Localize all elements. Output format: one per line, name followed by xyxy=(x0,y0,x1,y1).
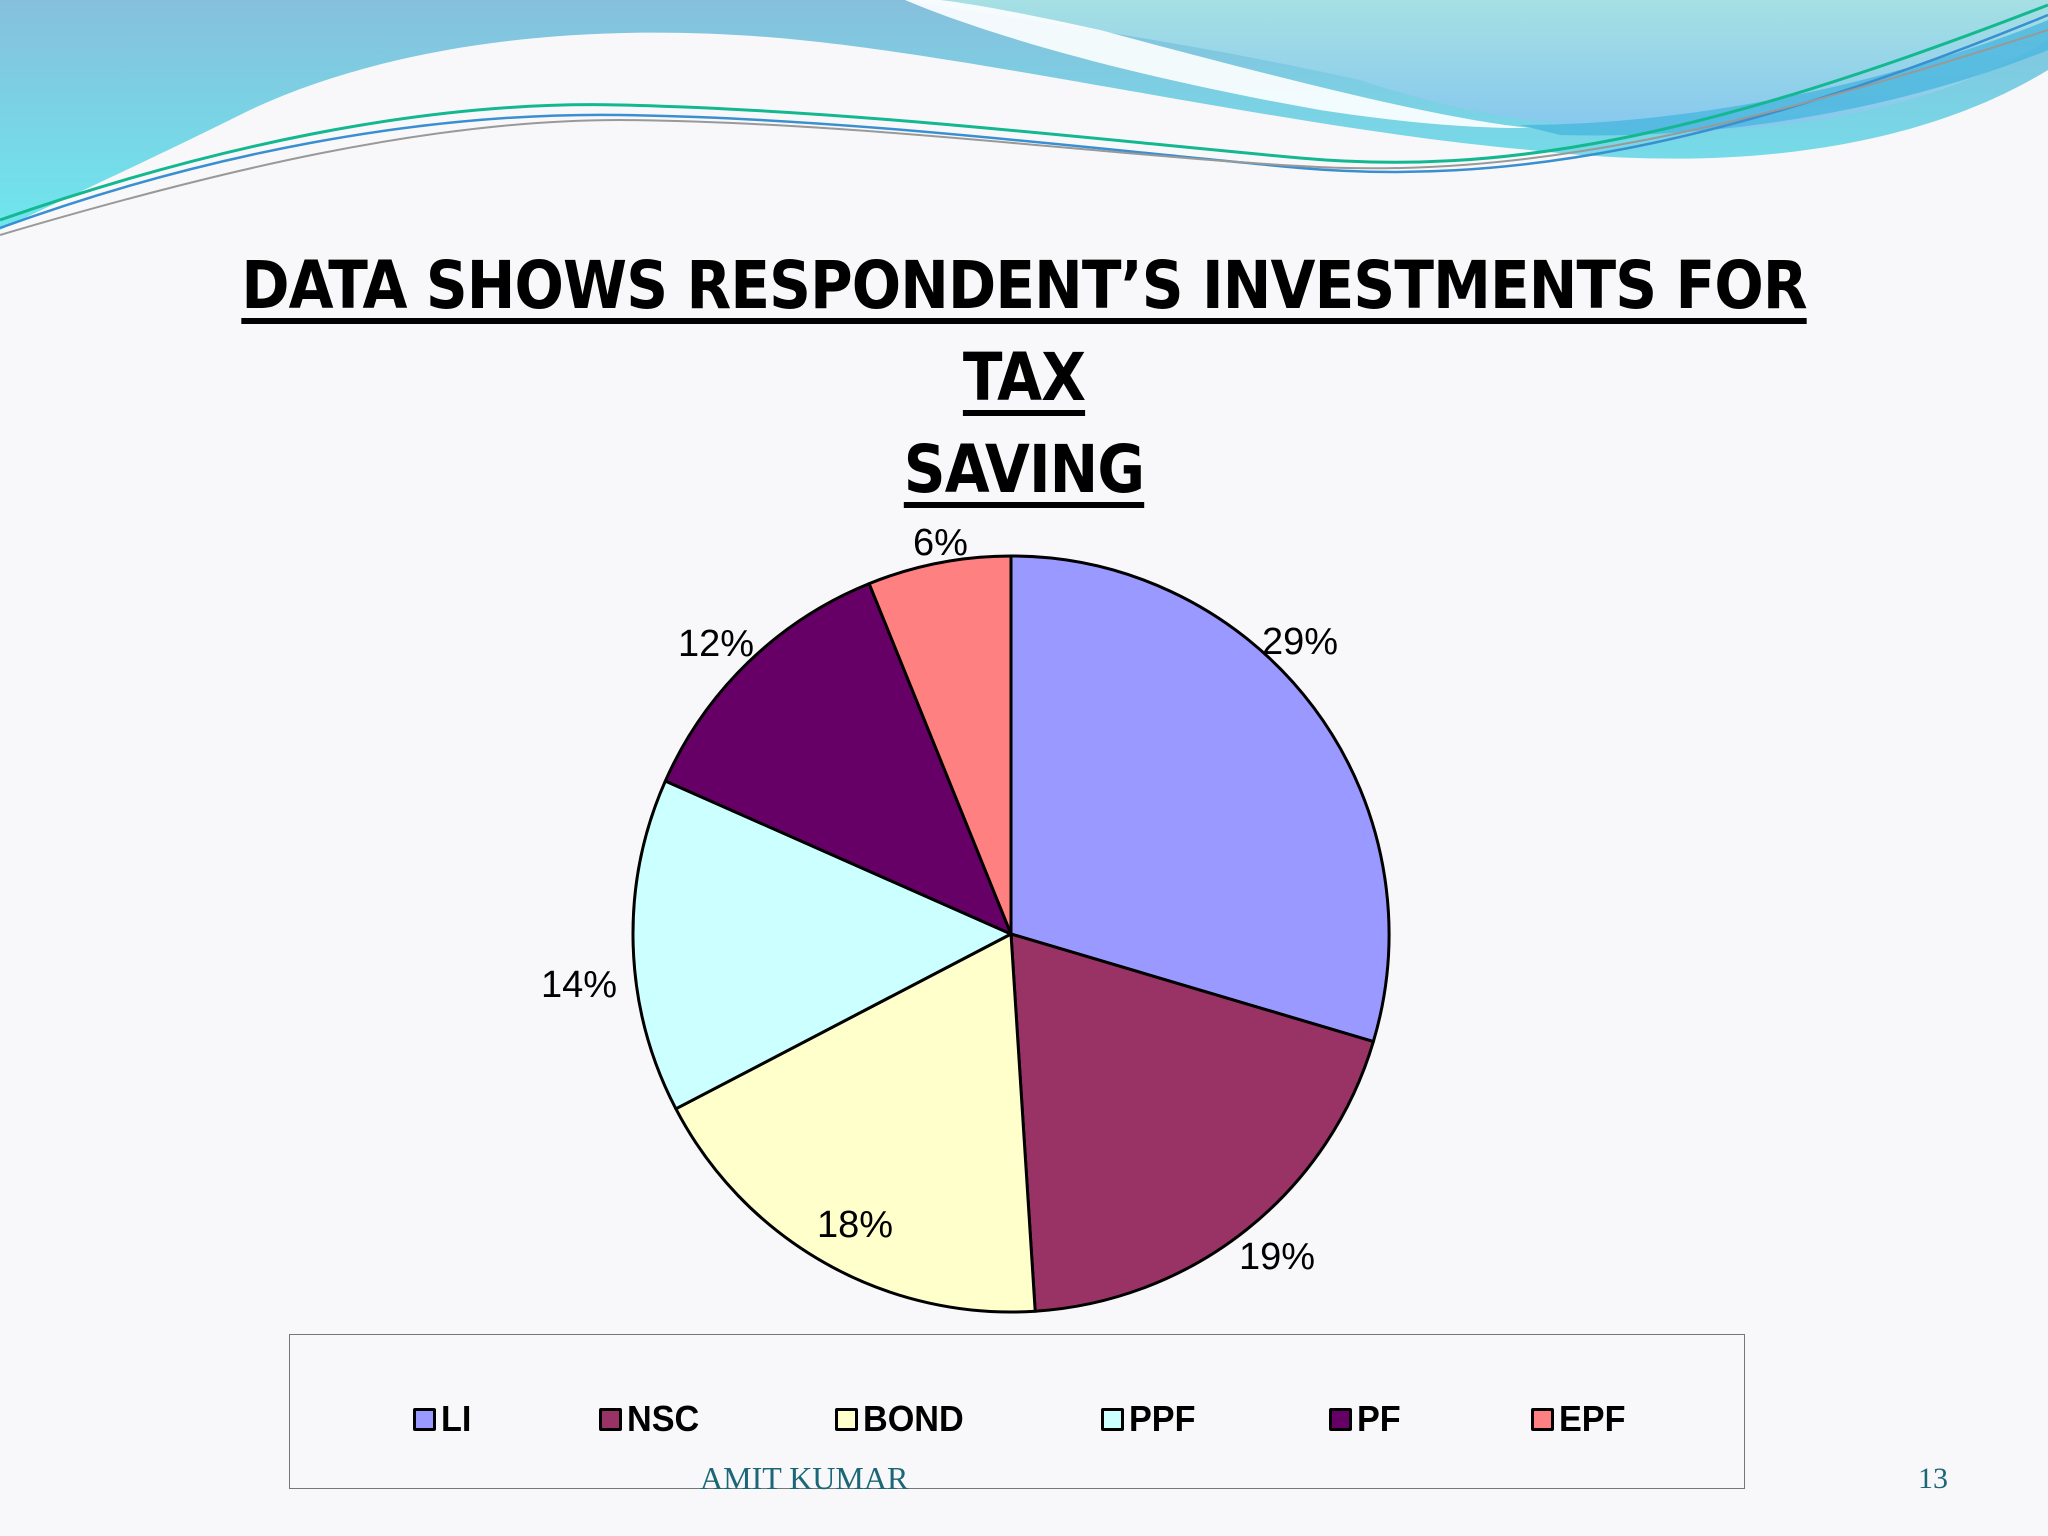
legend-swatch-epf xyxy=(1531,1407,1554,1431)
legend-swatch-li xyxy=(413,1407,436,1431)
data-label-nsc: 19% xyxy=(1239,1236,1316,1278)
footer-author: AMIT KUMAR xyxy=(700,1460,909,1496)
pie-slice-bond xyxy=(674,932,1037,1314)
legend-swatch-nsc xyxy=(599,1407,622,1431)
pie-slice-epf xyxy=(867,554,1013,936)
legend-item-nsc: NSC xyxy=(599,1398,703,1440)
title-line-2: SAVING xyxy=(903,431,1145,508)
legend-item-epf: EPF xyxy=(1531,1398,1629,1440)
legend-label-nsc: NSC xyxy=(627,1398,700,1439)
legend-label-pf: PF xyxy=(1357,1398,1401,1439)
pie-slice-nsc xyxy=(1009,932,1375,1313)
pie-slices xyxy=(631,554,1391,1314)
data-label-li: 29% xyxy=(1262,621,1339,663)
data-label-bond: 18% xyxy=(817,1204,894,1246)
title-line-1: DATA SHOWS RESPONDENT’S INVESTMENTS FOR … xyxy=(241,247,1807,416)
legend-label-ppf: PPF xyxy=(1129,1398,1196,1439)
slide-title: DATA SHOWS RESPONDENT’S INVESTMENTS FOR … xyxy=(211,240,1837,516)
legend-item-li: LI xyxy=(413,1398,473,1440)
legend-swatch-ppf xyxy=(1101,1407,1124,1431)
data-label-ppf: 14% xyxy=(541,964,618,1006)
pie-slice-li xyxy=(1009,554,1391,1044)
decorative-wave-header xyxy=(0,0,2048,236)
data-label-pf: 12% xyxy=(678,623,755,665)
pie-slice-ppf xyxy=(631,779,1013,1111)
pie-slice-pf xyxy=(663,582,1013,936)
chart-legend: LI NSC BOND PPF PF EPF xyxy=(289,1334,1745,1489)
data-label-epf: 6% xyxy=(913,522,968,564)
legend-label-epf: EPF xyxy=(1559,1398,1626,1439)
slide-page-number: 13 xyxy=(1918,1462,1948,1495)
legend-swatch-bond xyxy=(835,1407,858,1431)
legend-swatch-pf xyxy=(1329,1407,1352,1431)
legend-item-ppf: PPF xyxy=(1101,1398,1199,1440)
legend-label-li: LI xyxy=(441,1398,472,1439)
legend-label-bond: BOND xyxy=(863,1398,964,1439)
legend-item-pf: PF xyxy=(1329,1398,1403,1440)
legend-item-bond: BOND xyxy=(835,1398,969,1440)
